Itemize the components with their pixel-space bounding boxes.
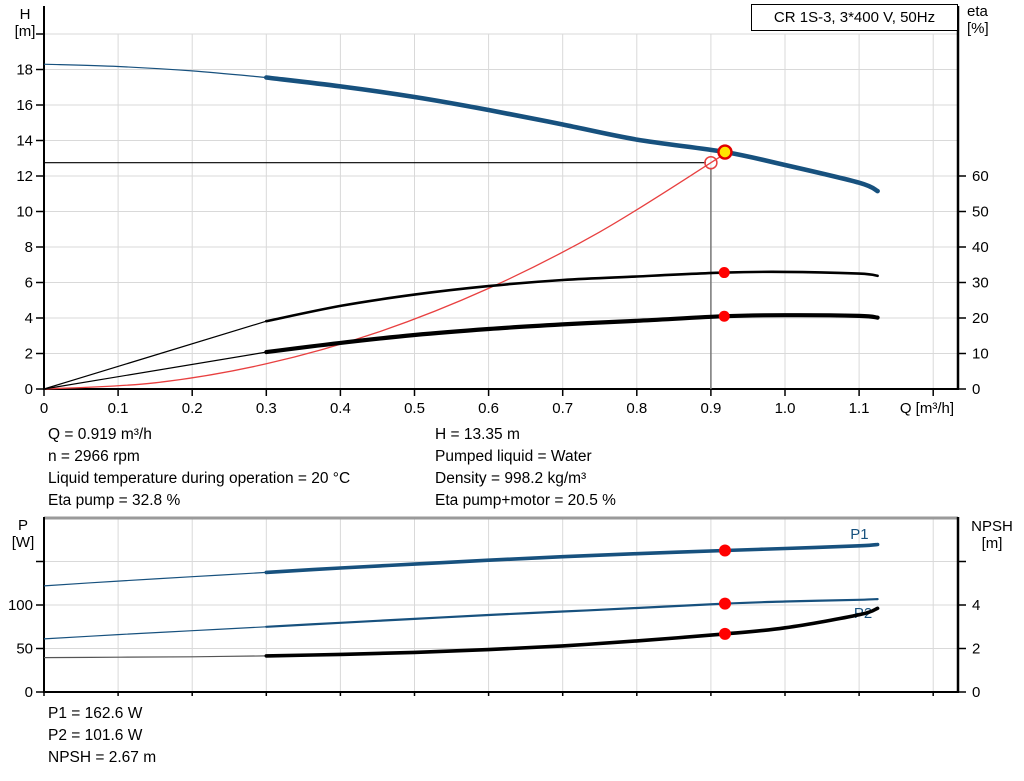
- axis-title-line: eta: [967, 3, 988, 20]
- axis-title-line: H: [19, 6, 31, 23]
- left-axis-title-top: H [m]: [6, 6, 44, 40]
- right-axis-title-top: eta [%]: [967, 3, 1013, 37]
- y-right-tick-label: 40: [972, 239, 989, 256]
- x-tick-label: 0: [40, 400, 48, 417]
- y-left-tick-label: 8: [25, 239, 33, 256]
- npsh-point: [718, 627, 731, 640]
- p2-point: [718, 597, 731, 610]
- annotation-npsh: NPSH = 2.67 m: [48, 749, 157, 766]
- power-annotations: P1 = 162.6 W P2 = 101.6 W NPSH = 2.67 m: [48, 703, 156, 769]
- annotation-density: Density = 998.2 kg/m³: [435, 470, 587, 487]
- x-tick-label: 0.6: [478, 400, 499, 417]
- eta-pump-curve-thin: [43, 320, 267, 390]
- y-right-tick-label: 50: [972, 204, 989, 221]
- x-tick-label: 0.8: [626, 400, 647, 417]
- npsh-curve-thin: [43, 655, 267, 659]
- y-right-tick-label: 30: [972, 275, 989, 292]
- annotation-flow: Q = 0.919 m³/h: [48, 426, 152, 443]
- eta-pump-motor-curve-thin: [43, 351, 267, 390]
- eta-pump-curve: [265, 270, 879, 323]
- system-curve: [43, 152, 726, 390]
- eta-pump-point: [718, 267, 730, 279]
- x-tick-label: 0.1: [108, 400, 129, 417]
- y-right-tick-label: 0: [972, 381, 980, 398]
- y-right-tick-label: 20: [972, 310, 989, 327]
- annotation-speed: n = 2966 rpm: [48, 448, 140, 465]
- duty-annotations-left: Q = 0.919 m³/h n = 2966 rpm Liquid tempe…: [48, 424, 350, 512]
- p1-curve: [264, 542, 880, 575]
- axis-title-line: NPSH: [971, 518, 1013, 535]
- left-axis-title-bottom: P [W]: [4, 517, 42, 551]
- y-left-tick-label: 0: [25, 684, 33, 701]
- annotation-pumped-liquid: Pumped liquid = Water: [435, 448, 592, 465]
- y-right-tick-label: 10: [972, 346, 989, 363]
- y-left-tick-label: 100: [8, 597, 33, 614]
- y-right-tick-label: 2: [972, 641, 980, 658]
- x-tick-label: 0.2: [182, 400, 203, 417]
- axis-title-line: [W]: [11, 534, 35, 551]
- axis-title-line: P: [17, 517, 28, 534]
- y-left-tick-label: 0: [25, 381, 33, 398]
- annotation-p1: P1 = 162.6 W: [48, 705, 143, 722]
- annotation-eta-pump-motor: Eta pump+motor = 20.5 %: [435, 492, 616, 509]
- x-tick-label: 0.3: [256, 400, 277, 417]
- annotation-head: H = 13.35 m: [435, 426, 520, 443]
- p2-curve-thin: [43, 626, 267, 640]
- right-axis-title-bottom: NPSH [m]: [962, 518, 1022, 552]
- annotation-eta-pump: Eta pump = 32.8 %: [48, 492, 181, 509]
- x-tick-label: 1.0: [775, 400, 796, 417]
- pump-type-box: CR 1S-3, 3*400 V, 50Hz: [751, 4, 958, 31]
- duty-point: [717, 144, 733, 160]
- axis-title-line: [%]: [967, 20, 989, 37]
- x-axis-label: Q [m³/h]: [900, 400, 954, 417]
- pump-curve: [264, 75, 880, 194]
- annotation-liquid-temp: Liquid temperature during operation = 20…: [48, 470, 351, 487]
- annotation-p2: P2 = 101.6 W: [48, 727, 143, 744]
- npsh-curve: [264, 606, 880, 658]
- y-left-tick-label: 6: [25, 275, 33, 292]
- curve-label-p1: P1: [850, 526, 868, 543]
- y-left-tick-label: 50: [16, 641, 33, 658]
- y-left-tick-label: 4: [25, 310, 33, 327]
- eta-pump-motor-curve: [264, 313, 880, 355]
- y-left-tick-label: 10: [16, 204, 33, 221]
- y-right-tick-label: 0: [972, 684, 980, 701]
- x-tick-label: 0.7: [552, 400, 573, 417]
- hq-eta-chart: 0 0.1 0.2 0.3 0.4 0.5 0.6 0.7 0.8 0.9 1.0 1.1 Q [m³/…: [16, 6, 989, 417]
- pump-curve-thin: [43, 63, 267, 79]
- y-left-tick-label: 16: [16, 97, 33, 114]
- requested-duty-point: [704, 155, 718, 170]
- y-right-tick-label: 4: [972, 597, 980, 614]
- y-left-tick-label: 2: [25, 346, 33, 363]
- y-right-tick-label: 60: [972, 168, 989, 185]
- eta-pump-motor-point: [718, 310, 730, 322]
- x-tick-label: 0.4: [330, 400, 351, 417]
- y-left-tick-label: 12: [16, 168, 33, 185]
- x-tick-label: 0.5: [404, 400, 425, 417]
- p1-curve-thin: [43, 571, 267, 587]
- y-left-tick-label: 14: [16, 133, 33, 150]
- x-tick-label: 1.1: [849, 400, 870, 417]
- p2-curve: [265, 598, 879, 628]
- p1-point: [718, 544, 731, 557]
- duty-annotations-right: H = 13.35 m Pumped liquid = Water Densit…: [435, 424, 616, 512]
- y-left-tick-label: 18: [16, 62, 33, 79]
- axis-title-line: [m]: [14, 23, 36, 40]
- x-tick-label: 0.9: [700, 400, 721, 417]
- axis-title-line: [m]: [981, 535, 1003, 552]
